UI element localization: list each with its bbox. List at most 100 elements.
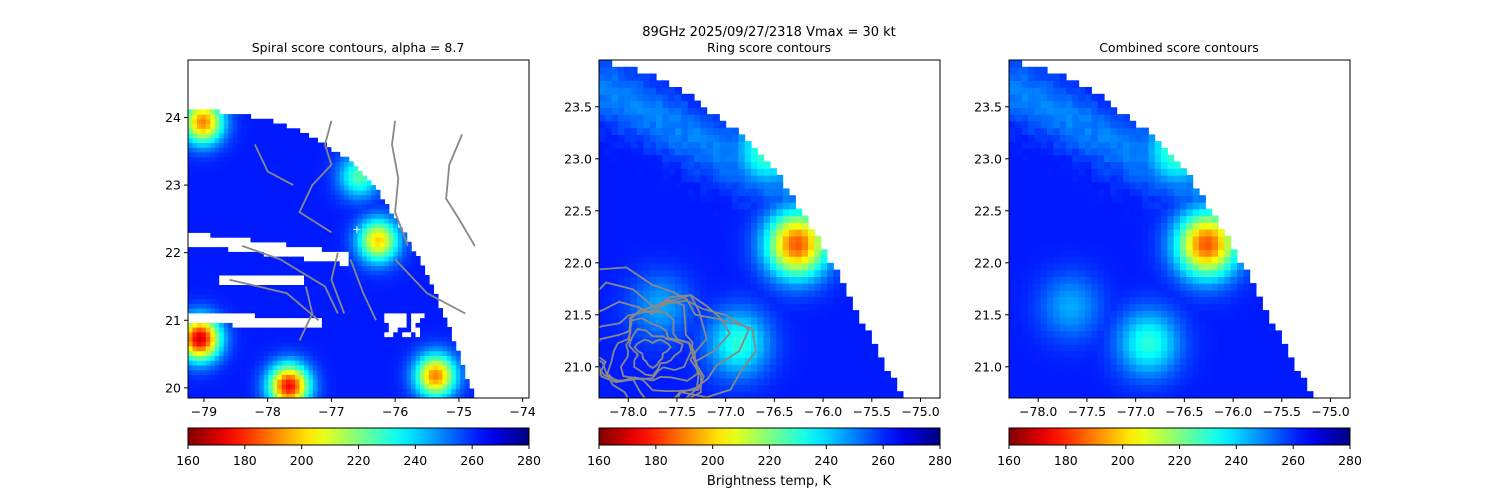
- tb-cell: [317, 327, 323, 333]
- tb-cell: [1066, 391, 1073, 398]
- tb-cell: [370, 204, 376, 210]
- tb-cell: [871, 377, 879, 386]
- tb-cell: [649, 262, 657, 271]
- tb-cell: [611, 296, 619, 304]
- tb-cell: [250, 341, 256, 347]
- tb-cell: [713, 202, 720, 210]
- tb-cell: [1192, 371, 1200, 379]
- tb-cell: [643, 161, 651, 169]
- tb-cell: [317, 180, 323, 186]
- tb-cell: [795, 256, 803, 264]
- tb-cell: [201, 270, 207, 276]
- tb-cell: [424, 350, 430, 356]
- tb-cell: [335, 383, 341, 390]
- tb-cell: [402, 322, 408, 328]
- tb-cell: [388, 232, 394, 238]
- tb-cell: [1047, 364, 1054, 372]
- tb-cell: [272, 194, 278, 200]
- tb-cell: [250, 260, 256, 267]
- tb-cell: [223, 137, 229, 143]
- tb-cell: [599, 215, 606, 223]
- tb-cell: [272, 260, 278, 267]
- tb-cell: [237, 379, 243, 385]
- tb-cell: [286, 336, 292, 342]
- tb-cell: [801, 269, 809, 277]
- tb-cell: [210, 222, 216, 229]
- tb-cell: [214, 137, 220, 143]
- tb-cell: [643, 229, 651, 237]
- tb-cell: [820, 249, 828, 257]
- tb-cell: [437, 393, 443, 398]
- tb-cell: [605, 188, 613, 196]
- tb-cell: [210, 128, 216, 134]
- tb-cell: [379, 312, 385, 319]
- tb-cell: [268, 388, 274, 394]
- tb-cell: [890, 384, 898, 392]
- tb-cell: [277, 227, 283, 233]
- tb-cell: [1173, 371, 1181, 379]
- tb-cell: [263, 360, 269, 366]
- tb-cell: [618, 276, 625, 284]
- tb-cell: [1078, 377, 1086, 386]
- tb-cell: [299, 341, 305, 347]
- tb-cell: [442, 383, 448, 390]
- tb-cell: [406, 312, 412, 319]
- tb-cell: [308, 170, 314, 177]
- tb-cell: [1110, 357, 1118, 365]
- tb-cell: [649, 330, 657, 338]
- tb-cell: [618, 188, 625, 196]
- tb-cell: [330, 175, 336, 181]
- tb-cell: [611, 316, 619, 325]
- tb-cell: [210, 345, 216, 352]
- tb-cell: [299, 279, 305, 285]
- tb-cell: [605, 208, 613, 217]
- tb-cell: [656, 202, 663, 210]
- tb-cell: [611, 262, 619, 271]
- tb-cell: [335, 185, 341, 191]
- tb-cell: [246, 232, 252, 238]
- tb-cell: [732, 343, 739, 352]
- tb-cell: [643, 222, 651, 230]
- tb-cell: [210, 289, 216, 295]
- tb-cell: [312, 142, 318, 148]
- tb-cell: [795, 262, 803, 271]
- tb-cell: [618, 154, 625, 162]
- tb-cell: [321, 265, 327, 271]
- tb-cell: [344, 279, 350, 285]
- tb-cell: [687, 222, 695, 230]
- tb-cell: [599, 93, 606, 102]
- tb-cell: [214, 355, 220, 361]
- tb-cell: [250, 383, 256, 390]
- tb-cell: [751, 256, 758, 264]
- tb-cell: [725, 343, 733, 352]
- tb-cell: [254, 142, 260, 148]
- tb-cell: [605, 377, 613, 386]
- tb-cell: [706, 141, 714, 149]
- tb-cell: [451, 379, 457, 385]
- tb-cell: [272, 331, 278, 338]
- tb-cell: [630, 107, 638, 115]
- tb-cell: [700, 141, 708, 149]
- tb-cell: [630, 127, 638, 135]
- tb-cell: [839, 330, 847, 338]
- tb-cell: [357, 331, 363, 338]
- tb-cell: [241, 317, 247, 323]
- tb-cell: [668, 114, 676, 122]
- tb-cell: [228, 289, 234, 295]
- tb-cell: [668, 323, 676, 331]
- tb-cell: [630, 141, 638, 149]
- tb-cell: [330, 308, 336, 314]
- tb-cell: [656, 235, 663, 244]
- tb-cell: [299, 156, 305, 162]
- tb-cell: [406, 303, 412, 309]
- tb-cell: [344, 161, 350, 167]
- tb-cell: [687, 377, 695, 386]
- tb-cell: [846, 364, 853, 372]
- tb-cell: [852, 377, 860, 386]
- tb-cell: [228, 208, 234, 214]
- tb-cell: [295, 303, 301, 309]
- tb-cell: [321, 189, 327, 196]
- tb-cell: [406, 355, 412, 361]
- tb-cell: [295, 170, 301, 177]
- tb-cell: [223, 331, 229, 338]
